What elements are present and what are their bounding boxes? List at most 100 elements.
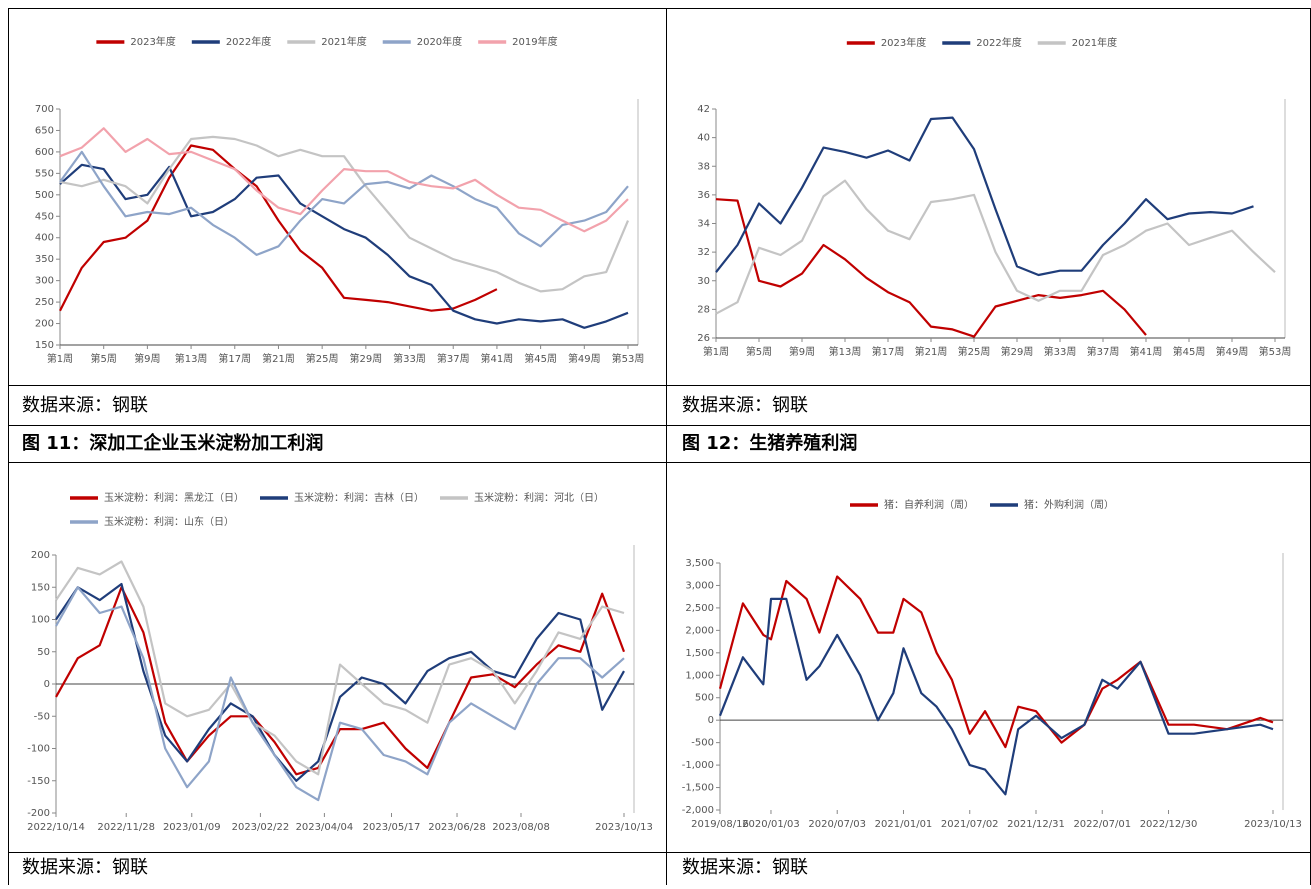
series-line — [59, 127, 629, 233]
y-tick-label: -200 — [27, 808, 50, 819]
y-tick-label: 600 — [35, 147, 54, 158]
x-tick-label: 第1周 — [703, 345, 729, 358]
legend-label: 2022年度 — [226, 35, 271, 48]
table-borders — [8, 8, 1311, 885]
y-tick-label: 26 — [697, 333, 710, 344]
y-tick-label: 50 — [37, 647, 50, 658]
legend-label: 猪：外购利润（周） — [1024, 498, 1114, 511]
x-tick-label: 第29周 — [1001, 345, 1034, 358]
x-tick-label: 2023/04/04 — [296, 822, 354, 833]
y-tick-label: 650 — [35, 125, 54, 136]
y-tick-label: 2,500 — [685, 603, 714, 614]
x-tick-label: 2022/12/30 — [1140, 819, 1198, 830]
x-tick-label: 第21周 — [915, 345, 948, 358]
x-tick-label: 第9周 — [134, 352, 160, 365]
x-tick-label: 2023/05/17 — [363, 822, 421, 833]
x-tick-label: 第33周 — [1044, 345, 1077, 358]
x-tick-label: 2019/08/16 — [691, 819, 749, 830]
y-tick-label: 40 — [697, 133, 710, 144]
series-line — [715, 198, 1147, 338]
y-tick-label: -100 — [27, 744, 50, 755]
x-tick-label: 第45周 — [524, 352, 557, 365]
series-line — [59, 163, 629, 329]
x-tick-label: 第53周 — [612, 352, 645, 365]
x-tick-label: 2021/07/02 — [941, 819, 999, 830]
y-tick-label: -1,500 — [682, 783, 714, 794]
y-tick-label: 300 — [35, 276, 54, 287]
y-tick-label: 34 — [697, 219, 710, 230]
series-line — [59, 135, 630, 293]
y-tick-label: 2,000 — [685, 625, 714, 636]
y-tick-label: 32 — [697, 247, 710, 258]
x-tick-label: 第45周 — [1173, 345, 1206, 358]
y-tick-label: 500 — [695, 693, 714, 704]
legend-label: 2023年度 — [130, 35, 175, 48]
legend-label: 2023年度 — [881, 36, 926, 49]
legend-label: 玉米淀粉：利润：河北（日） — [474, 491, 604, 504]
x-tick-label: 第41周 — [481, 352, 514, 365]
source-note: 数据来源：钢联 — [22, 395, 148, 416]
x-tick-label: 第25周 — [958, 345, 991, 358]
x-tick-label: 第1周 — [47, 352, 73, 365]
y-tick-label: -50 — [34, 711, 50, 722]
y-tick-label: 200 — [31, 550, 50, 561]
figure-title: 图 11：深加工企业玉米淀粉加工利润 — [22, 432, 323, 454]
x-tick-label: 第41周 — [1130, 345, 1163, 358]
legend-label: 猪：自养利润（周） — [884, 498, 974, 511]
y-tick-label: 550 — [35, 168, 54, 179]
x-tick-label: 2022/07/01 — [1073, 819, 1131, 830]
y-tick-label: 400 — [35, 233, 54, 244]
x-tick-label: 2023/06/28 — [428, 822, 486, 833]
y-tick-label: 150 — [31, 582, 50, 593]
y-tick-label: -2,000 — [682, 805, 714, 816]
legend-label: 2019年度 — [512, 35, 557, 48]
y-tick-label: 350 — [35, 254, 54, 265]
figure-title: 图 12：生猪养殖利润 — [682, 432, 857, 454]
legend-label: 玉米淀粉：利润：山东（日） — [104, 515, 234, 528]
source-note: 数据来源：钢联 — [22, 857, 148, 878]
y-tick-label: 0 — [708, 715, 714, 726]
y-tick-label: 1,500 — [685, 648, 714, 659]
series-line — [59, 144, 498, 312]
x-tick-label: 2023/08/08 — [492, 822, 550, 833]
y-tick-label: 150 — [35, 340, 54, 351]
y-tick-label: 42 — [697, 104, 710, 115]
x-tick-label: 第49周 — [568, 352, 601, 365]
y-tick-label: 3,000 — [685, 580, 714, 591]
y-tick-label: -1,000 — [682, 760, 714, 771]
y-tick-label: 1,000 — [685, 670, 714, 681]
y-tick-label: 250 — [35, 297, 54, 308]
x-tick-label: 2021/12/31 — [1007, 819, 1065, 830]
x-tick-label: 第29周 — [349, 352, 382, 365]
x-tick-label: 第17周 — [218, 352, 251, 365]
x-tick-label: 第33周 — [393, 352, 426, 365]
x-tick-label: 第5周 — [746, 345, 772, 358]
x-tick-label: 第17周 — [872, 345, 905, 358]
legend-label: 玉米淀粉：利润：吉林（日） — [294, 491, 424, 504]
x-tick-label: 2022/10/14 — [27, 822, 85, 833]
y-tick-label: 30 — [697, 276, 710, 287]
x-tick-label: 2022/11/28 — [97, 822, 155, 833]
y-tick-label: 36 — [697, 190, 710, 201]
legend-label: 2021年度 — [321, 35, 366, 48]
x-tick-label: 2023/02/22 — [232, 822, 290, 833]
x-tick-label: 第5周 — [91, 352, 117, 365]
source-note: 数据来源：钢联 — [682, 395, 808, 416]
x-tick-label: 第13周 — [829, 345, 862, 358]
x-tick-label: 第9周 — [789, 345, 815, 358]
y-tick-label: 200 — [35, 319, 54, 330]
legend-label: 2022年度 — [976, 36, 1021, 49]
y-tick-label: 450 — [35, 211, 54, 222]
series-line — [59, 150, 629, 256]
x-tick-label: 第13周 — [175, 352, 208, 365]
y-tick-label: 700 — [35, 104, 54, 115]
x-tick-label: 2020/07/03 — [808, 819, 866, 830]
y-tick-label: -500 — [691, 738, 714, 749]
series-line — [55, 560, 625, 776]
x-tick-label: 2020/01/03 — [742, 819, 800, 830]
y-tick-label: 3,500 — [685, 558, 714, 569]
y-tick-label: 100 — [31, 615, 50, 626]
x-tick-label: 2023/10/13 — [595, 822, 653, 833]
